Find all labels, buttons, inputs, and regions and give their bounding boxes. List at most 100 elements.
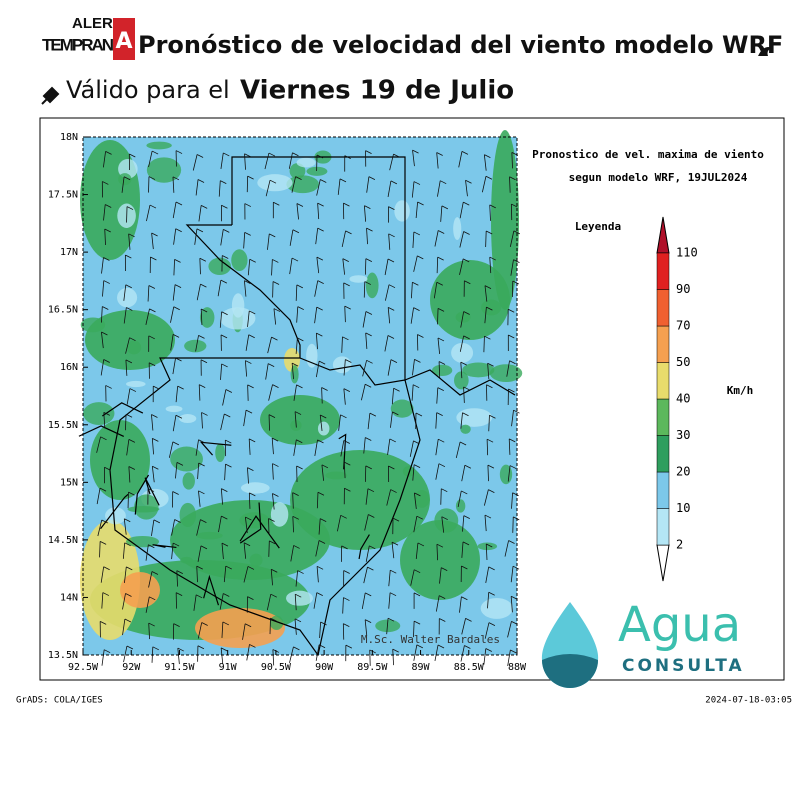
wind-barb (455, 441, 467, 459)
brand-name: Agua (618, 597, 741, 653)
wind-barb (342, 623, 350, 640)
title: Pronóstico de velocidad del viento model… (138, 31, 783, 59)
wind-patch (85, 310, 175, 370)
wind-barb (343, 570, 350, 587)
wind-barb (199, 257, 207, 275)
wind-barb (96, 436, 107, 453)
wind-barb (244, 203, 252, 220)
colorbar-segment (656, 435, 670, 473)
wind-barb (195, 439, 205, 456)
lon-label: 89W (412, 662, 431, 673)
wind-barb (392, 517, 400, 535)
legend-unit: Km/h (727, 384, 754, 397)
wind-patch (120, 572, 160, 608)
border (231, 156, 516, 396)
wind-barb (122, 542, 131, 559)
wind-barb (103, 204, 112, 221)
wind-barb (345, 644, 353, 662)
wind-barb (267, 336, 278, 354)
wind-patch (489, 364, 523, 383)
wind-barb (337, 178, 347, 195)
wind-barb (193, 594, 203, 611)
wind-barb (363, 437, 372, 454)
wind-patch (456, 408, 493, 427)
wind-patch (296, 157, 316, 168)
wind-patch (455, 311, 471, 323)
wind-barb (483, 335, 491, 353)
wind-barb (273, 308, 281, 325)
wind-barb (463, 386, 470, 403)
wind-patch (394, 200, 410, 222)
wind-barb (172, 176, 180, 193)
wind-barb (337, 514, 347, 532)
wind-barb (176, 570, 183, 587)
wind-barb (411, 281, 419, 299)
wind-barb (271, 259, 279, 276)
wind-barb (268, 518, 275, 535)
legend-level: 20 (676, 465, 690, 479)
wind-patch (146, 157, 182, 183)
wind-barb (507, 308, 515, 326)
wind-barb (459, 335, 470, 352)
lon-label: 91W (219, 662, 238, 673)
wind-patch (454, 371, 469, 390)
wind-barb (386, 617, 395, 635)
wind-patch (170, 446, 203, 472)
wind-barb (125, 337, 136, 354)
wind-barb (417, 334, 424, 351)
wind-barb (387, 465, 395, 483)
logo-top: ALERT (72, 15, 122, 32)
wind-barb (460, 311, 470, 328)
wind-barb (173, 228, 182, 245)
wind-barb (315, 332, 323, 350)
wind-barb (363, 205, 371, 222)
wind-barb (434, 644, 445, 662)
wind-barb (247, 467, 254, 484)
wind-barb (266, 593, 277, 611)
wind-barb (344, 155, 351, 172)
wind-barb (463, 280, 471, 297)
wind-patch (455, 499, 466, 513)
wind-barb (340, 440, 350, 457)
wind-patch (179, 502, 197, 528)
wind-barb (268, 540, 276, 557)
wind-barb (388, 592, 397, 609)
wind-barb (364, 619, 372, 636)
wind-barb (485, 566, 495, 583)
wind-barb (386, 489, 397, 506)
wind-barb (508, 438, 516, 455)
wind-barb (146, 204, 157, 222)
wind-patch (400, 520, 480, 600)
wind-barb (366, 176, 376, 193)
wind-barb (173, 623, 180, 640)
wind-patch (434, 508, 459, 533)
wind-barb (177, 647, 184, 665)
wind-barb (486, 384, 493, 401)
colorbar-segment (656, 398, 670, 436)
wind-patch (196, 531, 223, 540)
wind-barb (220, 229, 230, 246)
lat-label: 16.5N (48, 305, 78, 316)
colorbar-segment (656, 471, 670, 509)
lat-label: 13.5N (48, 650, 78, 661)
wind-barb (196, 565, 203, 583)
border (199, 441, 232, 456)
wind-barb (415, 542, 425, 559)
wind-barb (388, 206, 395, 223)
wind-barb (412, 464, 421, 481)
wave-icon (758, 47, 772, 56)
wind-barb (151, 519, 161, 536)
wind-patch (180, 556, 193, 564)
wind-barb (437, 180, 447, 197)
wind-barb (292, 515, 299, 533)
wind-barb (435, 463, 446, 480)
wind-barb (121, 176, 131, 193)
lon-label: 91.5W (164, 662, 195, 673)
plot (78, 130, 523, 667)
lat-label: 17N (60, 247, 78, 258)
wind-barb (460, 412, 469, 429)
wind-barb (152, 385, 160, 403)
wind-barb (512, 516, 520, 533)
